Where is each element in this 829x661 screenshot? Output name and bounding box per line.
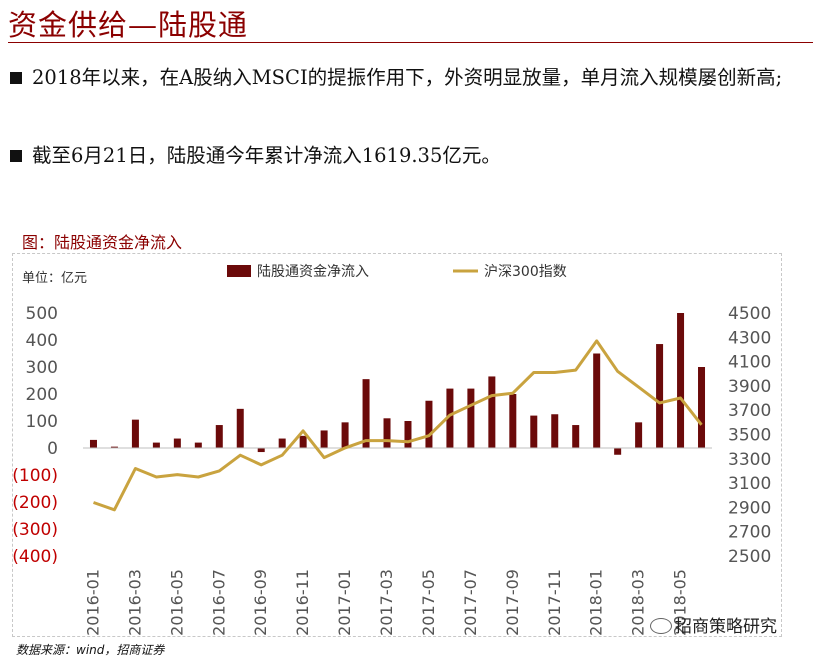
bar xyxy=(110,446,118,448)
bar xyxy=(572,425,580,448)
x-tick-label: 2017-07 xyxy=(461,569,480,636)
series-line-csi300 xyxy=(93,339,703,512)
bar xyxy=(173,438,181,448)
y-right-tick-label: 4500 xyxy=(728,304,771,324)
bar xyxy=(278,438,286,448)
page-title: 资金供给—陆股通 xyxy=(8,8,249,42)
y-right-tick-label: 2700 xyxy=(728,523,771,543)
x-tick-label: 2016-09 xyxy=(251,569,270,636)
x-tick-label: 2016-03 xyxy=(125,569,144,636)
y-right-tick-label: 3300 xyxy=(728,450,771,470)
legend-line-label: 沪深300指数 xyxy=(484,264,567,280)
bullet-2-text: 截至6月21日，陆股通今年累计净流入1619.35亿元。 xyxy=(32,144,501,167)
bar xyxy=(383,418,391,448)
bar xyxy=(656,344,664,448)
x-tick-label: 2018-01 xyxy=(587,569,606,636)
data-source: 数据来源：wind，招商证券 xyxy=(16,643,165,657)
x-tick-label: 2016-07 xyxy=(209,569,228,636)
x-tick-label: 2017-05 xyxy=(419,569,438,636)
x-tick-label: 2016-11 xyxy=(293,569,312,636)
bar xyxy=(404,421,412,448)
x-tick-label: 2017-09 xyxy=(503,569,522,636)
x-tick-label: 2018-05 xyxy=(671,569,690,636)
bar xyxy=(257,448,265,453)
legend-bar-swatch xyxy=(227,265,251,277)
bar xyxy=(236,408,244,448)
legend-bar-label: 陆股通资金净流入 xyxy=(257,264,369,280)
y-left-tick-label: 0 xyxy=(47,439,58,459)
bar xyxy=(362,379,370,448)
y-right-tick-label: 2500 xyxy=(728,547,771,567)
bar xyxy=(446,388,454,448)
bar xyxy=(530,415,538,448)
bar xyxy=(551,414,559,448)
bar xyxy=(677,313,685,448)
bar xyxy=(215,425,223,448)
bullet-square-icon xyxy=(10,72,22,84)
y-left-tick-label: 500 xyxy=(26,304,58,324)
y-left-tick-label: 100 xyxy=(26,412,58,432)
x-tick-label: 2017-01 xyxy=(335,569,354,636)
bullet-1-text: 2018年以来，在A股纳入MSCI的提振作用下，外资明显放量，单月流入规模屡创新… xyxy=(32,66,783,89)
bar xyxy=(698,367,706,448)
y-left-tick-label: 300 xyxy=(26,358,58,378)
chart-frame xyxy=(12,253,782,637)
bullet-2: 截至6月21日，陆股通今年累计净流入1619.35亿元。 xyxy=(10,140,810,171)
wechat-icon xyxy=(650,618,672,634)
x-tick-label: 2016-01 xyxy=(83,569,102,636)
y-right-tick-label: 3700 xyxy=(728,401,771,421)
bar xyxy=(614,448,622,455)
bar xyxy=(194,442,202,448)
watermark-text: 招商策略研究 xyxy=(675,617,777,637)
y-left-tick-label: 200 xyxy=(26,385,58,405)
title-divider xyxy=(8,42,813,43)
x-tick-label: 2016-05 xyxy=(167,569,186,636)
bar xyxy=(593,353,601,448)
chart-legend: 陆股通资金净流入 沪深300指数 xyxy=(227,264,567,280)
y-left-tick-label: (200) xyxy=(12,493,58,513)
y-right-tick-label: 3900 xyxy=(728,377,771,397)
bar xyxy=(131,419,139,448)
bar xyxy=(467,388,475,448)
y-right-tick-label: 3500 xyxy=(728,426,771,446)
unit-label: 单位：亿元 xyxy=(22,271,87,286)
y-right-tick-label: 2900 xyxy=(728,498,771,518)
bar xyxy=(299,435,307,448)
bullet-1: 2018年以来，在A股纳入MSCI的提振作用下，外资明显放量，单月流入规模屡创新… xyxy=(10,62,810,93)
bar xyxy=(89,439,97,448)
x-tick-label: 2018-03 xyxy=(629,569,648,636)
bar xyxy=(635,422,643,448)
y-right-tick-label: 3100 xyxy=(728,474,771,494)
y-left-tick-label: (400) xyxy=(12,547,58,567)
x-tick-label: 2017-11 xyxy=(545,569,564,636)
bar xyxy=(152,442,160,448)
bar xyxy=(320,430,328,448)
bullet-square-icon xyxy=(10,150,22,162)
y-left-tick-label: (300) xyxy=(12,520,58,540)
y-right-tick-label: 4300 xyxy=(728,328,771,348)
chart-title: 图：陆股通资金净流入 xyxy=(22,233,183,252)
x-tick-label: 2017-03 xyxy=(377,569,396,636)
y-left-tick-label: (100) xyxy=(12,466,58,486)
bar xyxy=(488,376,496,448)
y-left-tick-label: 400 xyxy=(26,331,58,351)
bar xyxy=(341,422,349,448)
bar xyxy=(509,394,517,448)
watermark: 招商策略研究 xyxy=(650,612,777,637)
y-right-tick-label: 4100 xyxy=(728,353,771,373)
bar xyxy=(425,400,433,448)
